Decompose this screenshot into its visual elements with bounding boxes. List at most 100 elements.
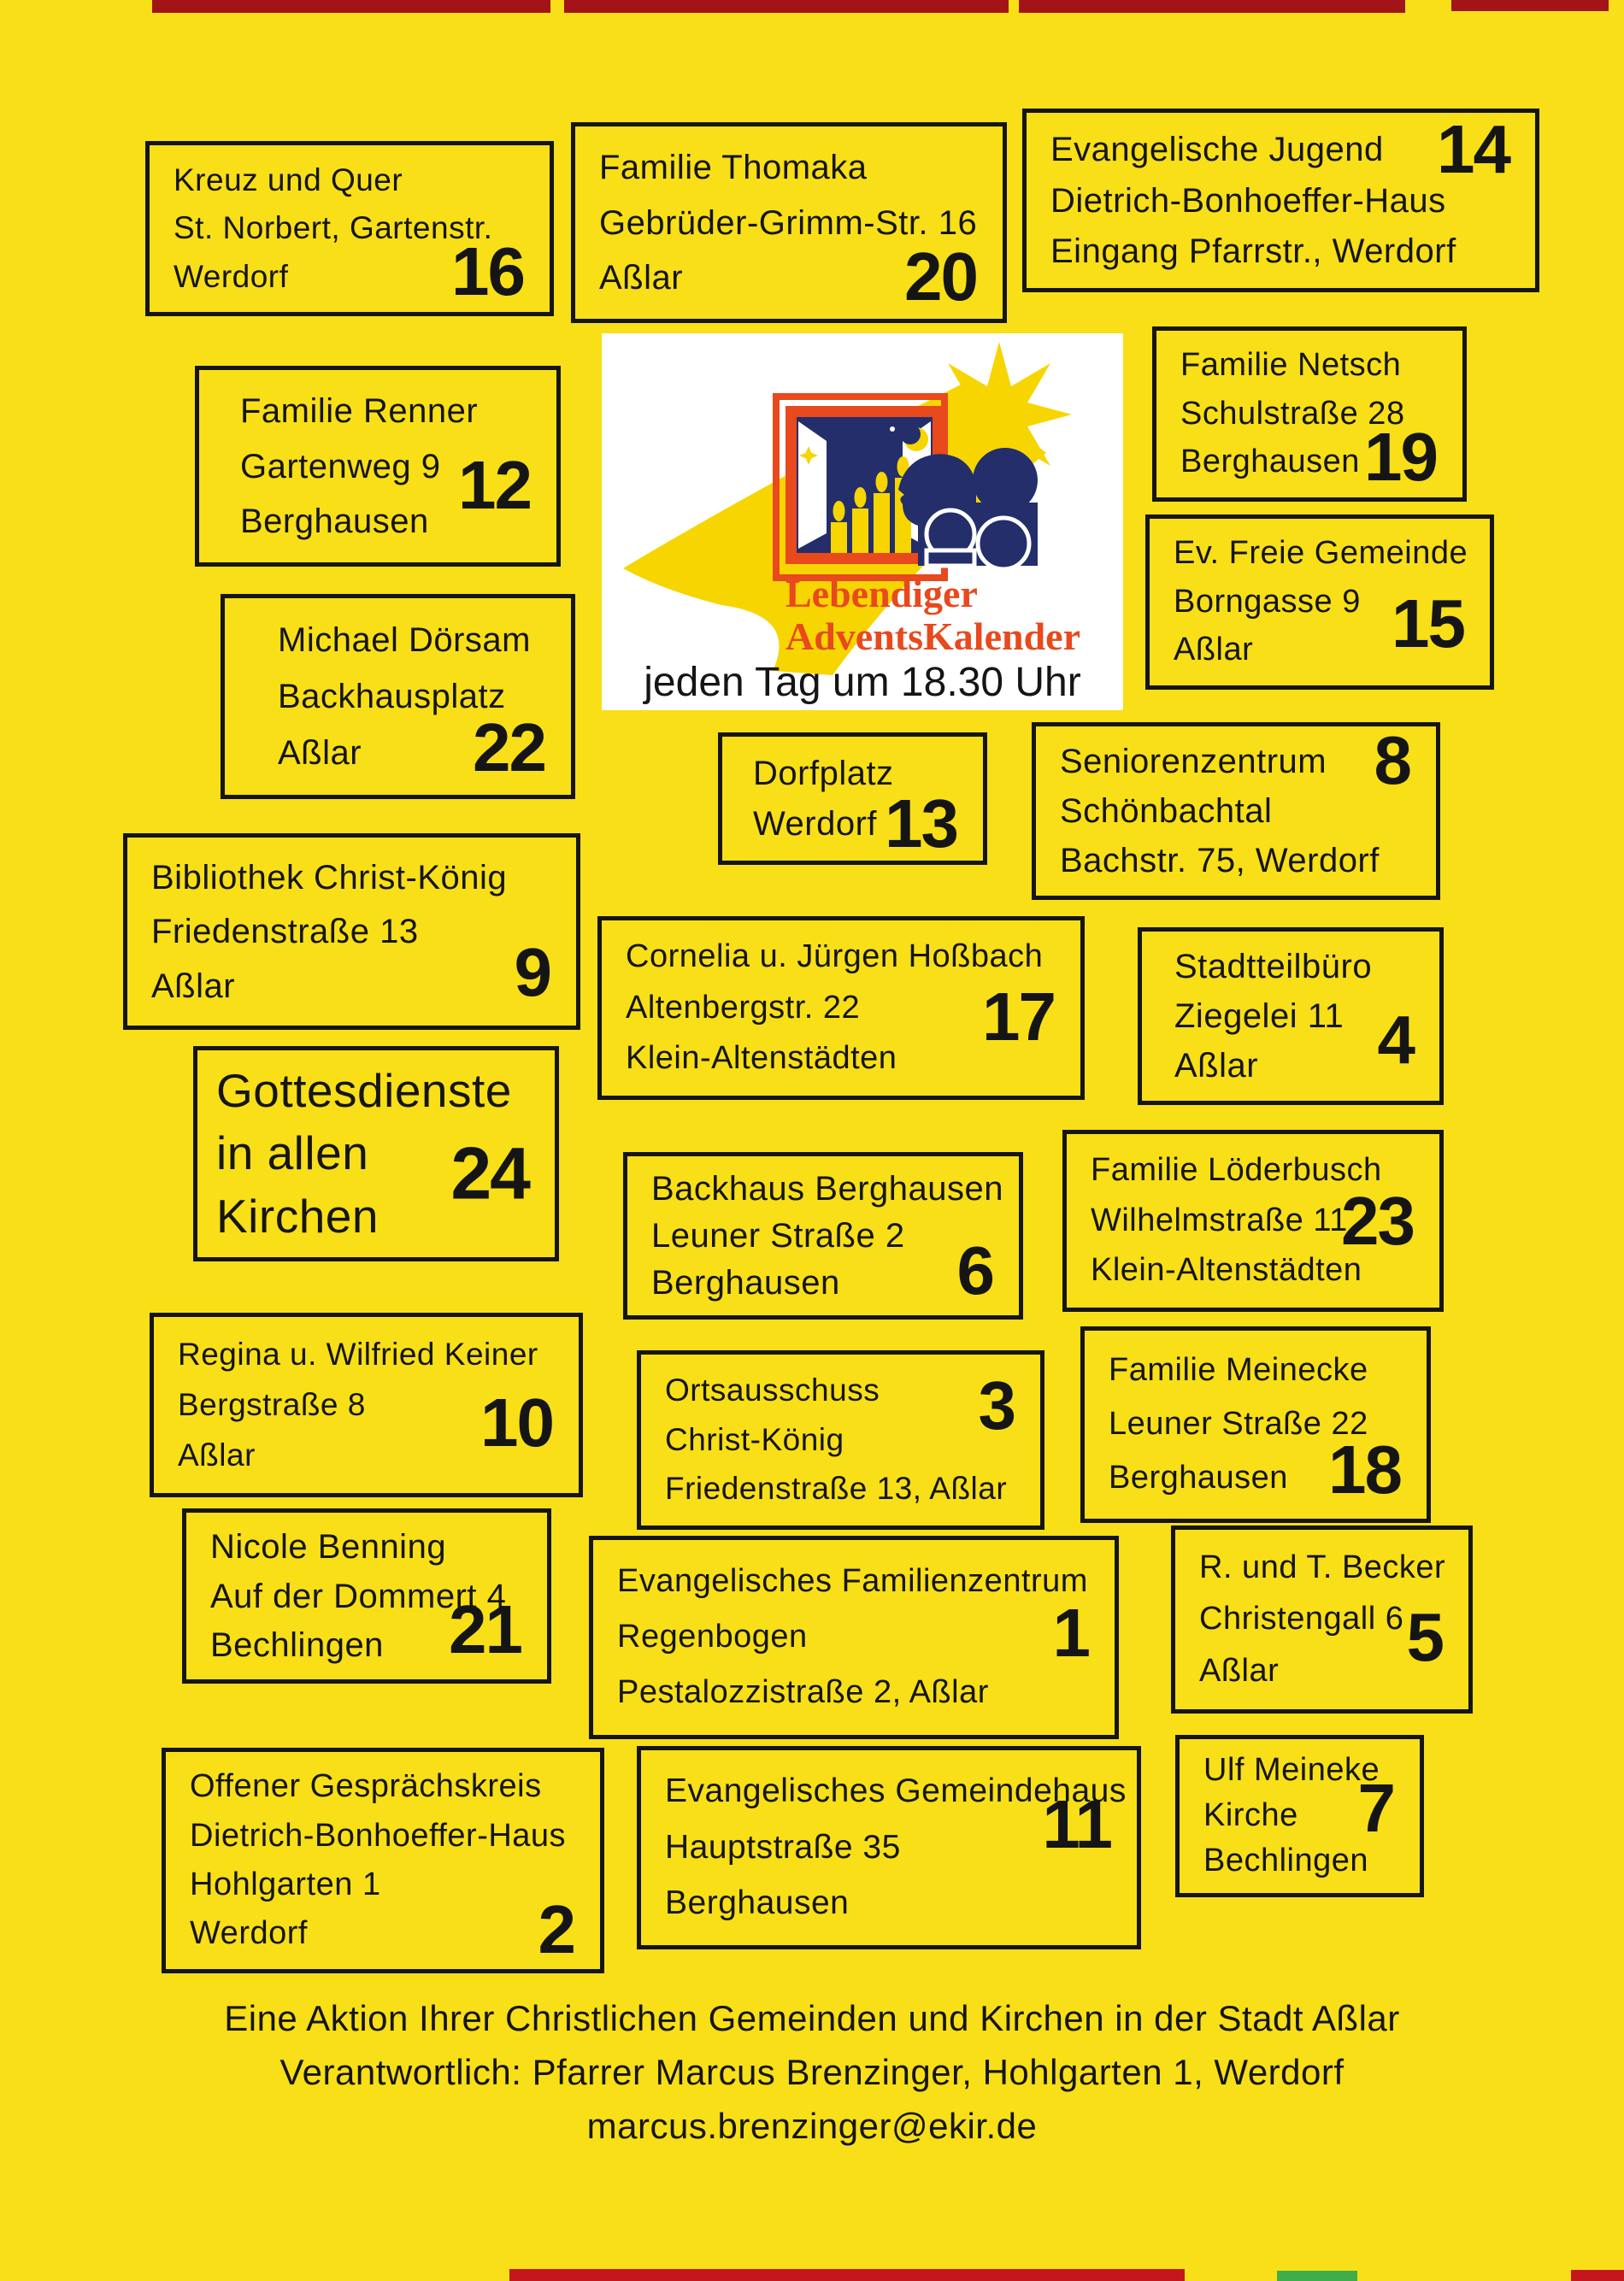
calendar-box-kreuz16: Kreuz und Quer St. Norbert, Gartenstr. Wer… bbox=[145, 141, 554, 316]
box-line: Cornelia u. Jürgen Hoßbach bbox=[626, 938, 1044, 975]
box-line: Berghausen bbox=[651, 1264, 840, 1302]
box-line: in allen bbox=[216, 1126, 369, 1180]
poster-footer: Eine Aktion Ihrer Christlichen Gemeinden… bbox=[17, 1991, 1607, 2153]
scan-edge-mark bbox=[1019, 0, 1405, 13]
box-line: Christ-König bbox=[665, 1421, 844, 1457]
calendar-box-jugend14: Evangelische Jugend Dietrich-Bonhoeffer-H… bbox=[1022, 109, 1539, 292]
calendar-box-ortsausschuss3: Ortsausschuss Christ-König Friedenstraße 1… bbox=[637, 1350, 1044, 1530]
box-line: Berghausen bbox=[1109, 1460, 1288, 1496]
footer-line: marcus.brenzinger@ekir.de bbox=[586, 2106, 1038, 2146]
box-line: Bergstraße 8 bbox=[178, 1386, 366, 1422]
box-line: Aßlar bbox=[1174, 1047, 1259, 1085]
star-dot bbox=[890, 426, 895, 432]
box-line: Schulstraße 28 bbox=[1180, 395, 1405, 432]
box-line: St. Norbert, Gartenstr. bbox=[174, 210, 493, 246]
box-line: Pestalozzistraße 2, Aßlar bbox=[617, 1674, 989, 1711]
box-line: Gartenweg 9 bbox=[240, 447, 441, 485]
box-number: 2 bbox=[538, 1891, 576, 1968]
calendar-box-backhaus6: Backhaus Berghausen Leuner Straße 2 Bergha… bbox=[623, 1152, 1023, 1320]
box-line: Friedenstraße 13, Aßlar bbox=[665, 1471, 1008, 1507]
scan-edge-mark bbox=[509, 2269, 1185, 2281]
box-number: 3 bbox=[978, 1367, 1016, 1443]
box-number: 22 bbox=[473, 708, 547, 785]
comet-star-icon bbox=[927, 342, 1072, 487]
box-line: Friedenstraße 13 bbox=[151, 913, 419, 950]
box-line: Klein-Altenstädten bbox=[626, 1039, 897, 1076]
calendar-box-netsch19: Familie Netsch Schulstraße 28 Berghausen 19 bbox=[1152, 326, 1467, 502]
calendar-box-dorfplatz13: Dorfplatz Werdorf 13 bbox=[718, 732, 987, 865]
box-number: 18 bbox=[1328, 1431, 1403, 1508]
box-line: Ortsausschuss bbox=[665, 1373, 880, 1408]
box-line: Ulf Meineke bbox=[1203, 1752, 1380, 1789]
scan-edge-mark bbox=[152, 0, 550, 13]
box-line: Regina u. Wilfried Keiner bbox=[178, 1336, 538, 1372]
box-number: 17 bbox=[982, 978, 1056, 1055]
candles-icon bbox=[831, 456, 911, 553]
footer-line: Verantwortlich: Pfarrer Marcus Brenzinge… bbox=[279, 2052, 1345, 2092]
box-line: Leuner Straße 22 bbox=[1109, 1406, 1368, 1443]
box-line: Ziegelei 11 bbox=[1174, 997, 1345, 1035]
box-line: Werdorf bbox=[174, 258, 289, 294]
logo-title-line1: Lebendiger bbox=[786, 572, 978, 615]
box-line: Dietrich-Bonhoeffer-Haus bbox=[190, 1817, 567, 1854]
box-line: Evangelisches Gemeindehaus bbox=[665, 1772, 1127, 1810]
box-line: Werdorf bbox=[190, 1914, 308, 1951]
box-line: Werdorf bbox=[753, 805, 878, 844]
calendar-box-stadtteil4: Stadtteilbüro Ziegelei 11 Aßlar 4 bbox=[1138, 927, 1444, 1105]
box-line: Stadtteilbüro bbox=[1174, 948, 1373, 985]
box-number: 23 bbox=[1341, 1182, 1415, 1259]
advent-logo: Lebendiger AdventsKalender jeden Tag um … bbox=[623, 342, 1081, 705]
box-line: Regenbogen bbox=[617, 1619, 808, 1655]
box-number: 24 bbox=[450, 1132, 531, 1215]
calendar-box-gottesdienste24: Gottesdienste in allen Kirchen 24 bbox=[193, 1046, 559, 1261]
box-line: Gebrüder-Grimm-Str. 16 bbox=[599, 203, 978, 242]
logo-subtitle: jeden Tag um 18.30 Uhr bbox=[642, 660, 1080, 705]
box-number: 13 bbox=[885, 785, 959, 861]
calendar-box-meinecke18: Familie Meinecke Leuner Straße 22 Berghaus… bbox=[1080, 1326, 1431, 1523]
star-dot bbox=[807, 520, 812, 526]
box-line: Schönbachtal bbox=[1060, 792, 1273, 830]
box-line: Altenbergstr. 22 bbox=[626, 989, 861, 1026]
box-line: Bachstr. 75, Werdorf bbox=[1060, 842, 1380, 879]
calendar-box-gespraechskreis2: Offener Gesprächskreis Dietrich-Bonhoeffe… bbox=[162, 1748, 604, 1973]
box-line: Eingang Pfarrstr., Werdorf bbox=[1050, 232, 1456, 271]
box-number: 5 bbox=[1406, 1599, 1445, 1675]
box-number: 9 bbox=[514, 934, 552, 1011]
box-number: 15 bbox=[1392, 585, 1466, 661]
box-line: Aßlar bbox=[278, 734, 362, 772]
calendar-box-loederbusch23: Familie Löderbusch Wilhelmstraße 11 Klein-… bbox=[1062, 1130, 1444, 1312]
box-line: Auf der Dommert 4 bbox=[210, 1577, 507, 1615]
box-line: Borngasse 9 bbox=[1174, 583, 1361, 620]
calendar-box-hossbach17: Cornelia u. Jürgen Hoßbach Altenbergstr. … bbox=[597, 916, 1085, 1100]
box-line: Aßlar bbox=[1199, 1652, 1280, 1689]
box-line: Christengall 6 bbox=[1199, 1601, 1404, 1637]
calendar-box-bibliothek9: Bibliothek Christ-König Friedenstraße 13 A… bbox=[123, 833, 580, 1030]
moon-mask bbox=[900, 424, 921, 444]
calendar-box-doersam22: Michael Dörsam Backhausplatz Aßlar 22 bbox=[221, 594, 575, 799]
box-line: R. und T. Becker bbox=[1199, 1549, 1446, 1585]
box-line: Aßlar bbox=[178, 1437, 256, 1473]
scan-edge-mark bbox=[1277, 2271, 1357, 2281]
footer-line: Eine Aktion Ihrer Christlichen Gemeinden… bbox=[224, 1998, 1400, 2038]
calendar-box-senioren8: Seniorenzentrum Schönbachtal Bachstr. 75, … bbox=[1032, 722, 1440, 900]
star-dot bbox=[814, 501, 821, 508]
window-shutter-left bbox=[798, 421, 827, 549]
logo-title-line2: AdventsKalender bbox=[786, 614, 1080, 658]
box-line: Wilhelmstraße 11 bbox=[1091, 1202, 1348, 1238]
box-line: Michael Dörsam bbox=[278, 621, 531, 659]
box-line: Bibliothek Christ-König bbox=[151, 858, 508, 897]
scan-edge-mark bbox=[564, 0, 1009, 13]
box-line: Offener Gesprächskreis bbox=[190, 1768, 542, 1805]
calendar-box-gemeindehaus11: Evangelisches Gemeindehaus Hauptstraße 35… bbox=[637, 1746, 1141, 1949]
calendar-box-keiner10: Regina u. Wilfried Keiner Bergstraße 8 Aßl… bbox=[150, 1313, 583, 1497]
box-number: 10 bbox=[480, 1384, 555, 1461]
box-line: Berghausen bbox=[665, 1884, 850, 1921]
box-line: Evangelisches Familienzentrum bbox=[617, 1563, 1088, 1600]
box-number: 12 bbox=[458, 447, 533, 523]
calendar-box-familienzentrum1: Evangelisches Familienzentrum Regenbogen P… bbox=[589, 1536, 1119, 1739]
box-line: Klein-Altenstädten bbox=[1091, 1252, 1362, 1289]
box-line: Nicole Benning bbox=[210, 1528, 447, 1567]
box-line: Bechlingen bbox=[210, 1626, 384, 1664]
box-line: Familie Meinecke bbox=[1109, 1352, 1368, 1389]
box-number: 14 bbox=[1437, 111, 1511, 188]
